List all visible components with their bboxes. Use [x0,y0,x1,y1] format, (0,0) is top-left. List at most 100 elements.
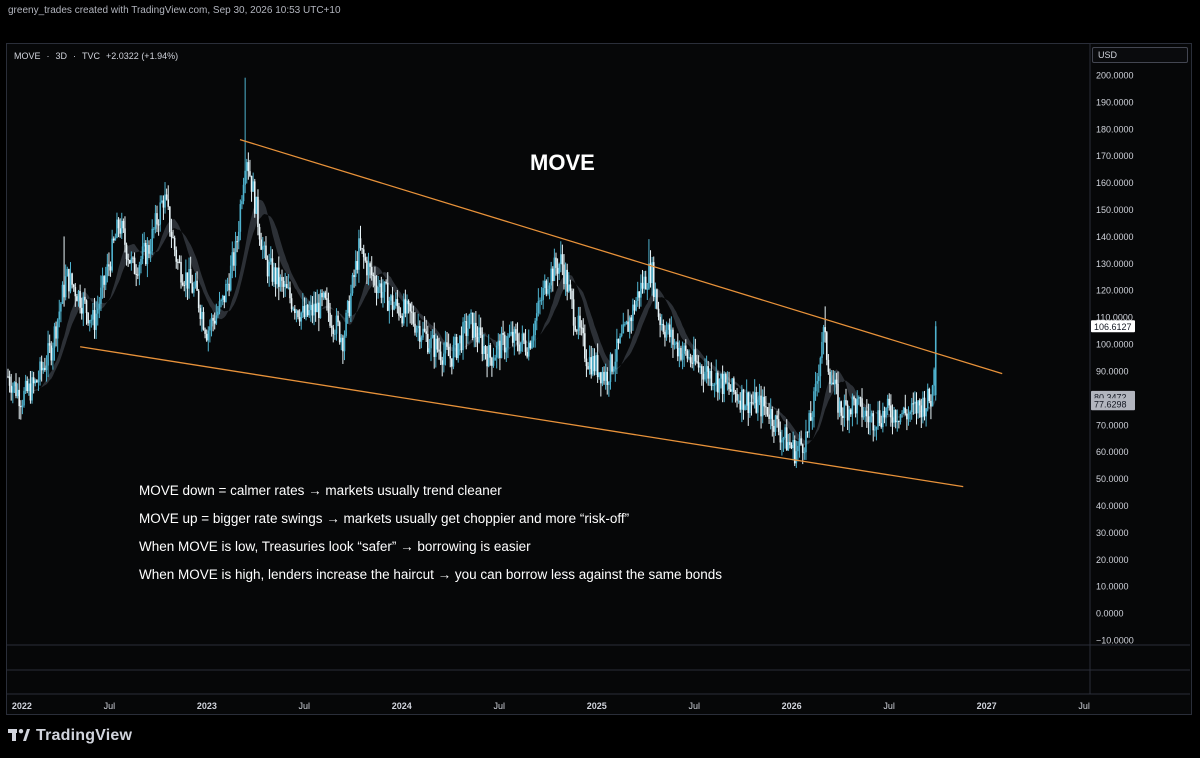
candle-body [180,262,182,283]
candle-body [761,396,764,417]
candle-body [675,342,677,345]
candle-body [755,392,758,413]
candle-body [221,295,224,300]
candle-body [329,312,331,326]
chart-caption: greeny_trades created with TradingView.c… [8,5,341,16]
candle-body [372,275,375,277]
candle-body [249,171,251,176]
candle-body [595,355,597,372]
candle-body [189,268,192,284]
candle-body [757,399,759,413]
candle-body [568,284,570,292]
candle-body [438,349,440,352]
candle-body [42,367,45,371]
candle-body [933,369,935,386]
candle-body [707,366,710,379]
candle-body [893,410,895,423]
x-tick-label: 2027 [977,701,997,711]
candle-body [294,308,296,313]
candle-body [369,263,371,267]
candle-body [664,331,666,338]
candle-body [745,392,748,406]
candle-body [646,288,649,290]
candle-body [124,228,126,245]
candle-body [571,290,573,300]
candle-body [910,403,913,413]
candle-body [409,303,411,312]
candle-body [98,303,101,309]
symbol-name[interactable]: MOVE [14,51,41,61]
candle-body [866,410,868,417]
candle-body [255,196,258,214]
candle-body [524,340,527,352]
candle-body [587,366,589,369]
candle-body [308,310,311,316]
candle-body [281,277,283,281]
candle-body [720,374,722,379]
candle-body [239,204,242,232]
candle-body [806,431,809,433]
candle-body [463,321,466,323]
candle-body [561,254,564,265]
candle-body [12,386,14,393]
candle-body [894,410,897,423]
candle-body [201,311,203,319]
candle-body [683,345,685,354]
candle-body [135,273,137,275]
candle-body [689,357,692,363]
candle-body [229,265,232,291]
candle-body [451,358,453,367]
y-tick-label: 100.0000 [1096,340,1134,350]
candle-body [516,333,519,345]
candle-body [169,206,171,232]
candle-body [840,401,842,416]
candle-body [505,347,508,353]
candle-body [718,378,721,393]
candle-body [737,400,740,402]
candle-body [803,452,806,454]
candle-body [760,395,762,417]
candle-body [888,398,891,406]
candle-body [486,353,488,367]
y-tick-label: 60.0000 [1096,447,1129,457]
candle-body [882,410,884,428]
candle-body [210,317,213,327]
candle-body [814,383,817,392]
candle-body [771,408,774,426]
candle-body [558,263,560,274]
candle-body [302,305,304,313]
candle-body [58,311,61,320]
candle-body [479,327,482,336]
candle-body [285,284,288,288]
candle-body [845,400,847,405]
candle-body [617,338,620,343]
candle-body [654,289,657,298]
candle-body [55,326,57,339]
currency-selector[interactable]: USD [1092,47,1188,63]
candle-body [492,360,495,366]
candle-body [61,284,64,304]
y-tick-label: 90.0000 [1096,366,1129,376]
note-line: When MOVE is high, lenders increase the … [139,567,723,582]
candle-body [112,238,115,241]
candle-body [69,273,72,292]
candle-body [537,301,540,314]
candle-body [306,304,309,316]
candle-body [611,354,613,372]
candle-body [692,349,695,364]
candle-body [564,269,567,284]
candle-body [303,305,306,318]
candle-body [32,377,35,384]
candle-body [321,292,323,298]
candle-body [186,272,189,289]
candle-body [149,251,152,254]
candle-body [829,371,831,384]
candle-body [702,373,705,380]
candle-body [72,284,75,288]
candle-body [402,299,405,324]
y-tick-label: −10.0000 [1096,636,1134,646]
candle-body [547,288,549,294]
candle-body [109,266,112,271]
candle-body [539,300,541,302]
